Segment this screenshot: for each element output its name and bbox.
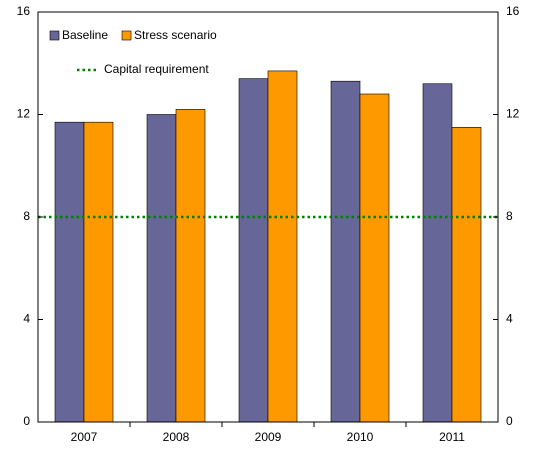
y-tick-label: 0: [23, 414, 30, 428]
bar: [359, 93, 390, 423]
legend-label: Baseline: [62, 28, 108, 42]
y-tick-label: 4: [23, 312, 30, 326]
bar: [330, 80, 361, 423]
x-tick-label: 2011: [439, 430, 465, 444]
y2-tick-label: 0: [506, 414, 513, 428]
y-tick-label: 8: [23, 209, 30, 223]
y-tick-label: 16: [17, 4, 31, 18]
legend-swatch: [121, 30, 132, 41]
y2-tick-label: 16: [506, 4, 520, 18]
bar: [54, 121, 85, 423]
y2-tick-label: 8: [506, 209, 513, 223]
x-tick-label: 2007: [71, 430, 98, 444]
bar: [83, 121, 114, 423]
bar: [267, 70, 298, 423]
y-tick-label: 12: [17, 107, 31, 121]
x-tick-label: 2008: [163, 430, 190, 444]
bar: [451, 127, 482, 423]
y2-tick-label: 4: [506, 312, 513, 326]
bar: [175, 109, 206, 423]
bar: [146, 114, 177, 423]
x-tick-label: 2010: [347, 430, 374, 444]
legend-label: Capital requirement: [104, 62, 209, 76]
x-tick-label: 2009: [255, 430, 282, 444]
bar: [422, 83, 453, 423]
legend-label: Stress scenario: [134, 28, 217, 42]
legend-swatch: [49, 30, 60, 41]
y2-tick-label: 12: [506, 107, 520, 121]
bar: [238, 78, 269, 423]
